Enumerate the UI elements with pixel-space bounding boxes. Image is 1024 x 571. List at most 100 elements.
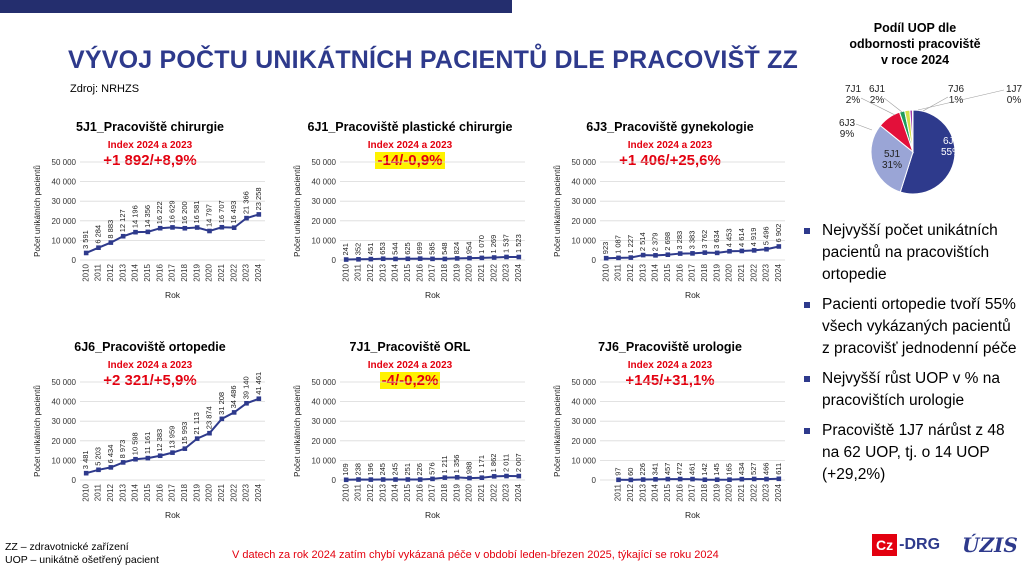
x-tick-label: 2020 <box>465 263 474 281</box>
data-label: 23 874 <box>204 406 213 429</box>
data-point <box>739 476 745 482</box>
data-point <box>145 455 151 461</box>
bullet-marker-icon <box>804 302 810 308</box>
data-label: 13 959 <box>167 426 176 449</box>
data-label: 5 496 <box>761 226 770 245</box>
pie-leader-line <box>883 97 903 113</box>
data-label: 251 <box>403 463 412 476</box>
pie-leader-line <box>922 96 949 112</box>
x-tick-label: 2010 <box>81 263 90 281</box>
data-point <box>603 255 609 261</box>
data-point <box>504 473 509 479</box>
data-label: 548 <box>440 242 449 255</box>
data-point <box>442 256 448 262</box>
x-tick-label: 2016 <box>675 263 684 281</box>
x-tick-label: 2013 <box>638 263 647 281</box>
x-tick-label: 2012 <box>626 263 635 281</box>
pie-title-line: v roce 2024 <box>880 53 950 67</box>
data-point <box>516 254 522 260</box>
data-point <box>764 476 769 482</box>
data-point <box>764 246 769 252</box>
y-tick-label: 10 000 <box>52 456 77 465</box>
data-point <box>714 477 720 483</box>
finding-item: Pacienti ortopedie tvoří 55% všech vykáz… <box>800 294 1022 360</box>
data-label: 3 634 <box>712 230 721 249</box>
data-point <box>442 475 448 480</box>
chart-change-value: +1 892/+8,9% <box>103 152 197 169</box>
data-label: 1 171 <box>477 455 486 474</box>
x-tick-label: 2024 <box>254 263 263 281</box>
chart-title: 6J1_Pracoviště plastické chirurgie <box>307 120 513 134</box>
data-point <box>356 477 361 482</box>
data-point <box>368 256 374 262</box>
x-axis-label: Rok <box>685 510 701 520</box>
data-label: 1 862 <box>489 454 498 473</box>
pie-chart-uop-share: Podíl UOP dle odbornosti pracoviště v ro… <box>820 20 1024 210</box>
data-label: 341 <box>650 463 659 476</box>
data-point <box>417 477 423 482</box>
data-label: 97 <box>613 467 622 475</box>
y-tick-label: 20 000 <box>52 437 77 446</box>
data-point <box>133 229 138 235</box>
abbreviation-zz: ZZ – zdravotnické zařízení <box>5 541 129 553</box>
x-tick-label: 2015 <box>663 483 672 501</box>
y-tick-label: 30 000 <box>312 197 337 206</box>
data-point <box>182 446 188 451</box>
chart-index-label: Index 2024 a 2023 <box>627 360 713 371</box>
x-tick-label: 2012 <box>626 483 635 501</box>
y-tick-label: 20 000 <box>312 437 337 446</box>
y-tick-label: 40 000 <box>312 178 337 187</box>
chart-change-value: -14/-0,9% <box>375 152 445 169</box>
x-tick-label: 2011 <box>354 483 363 501</box>
data-label: 585 <box>427 242 436 255</box>
data-label: 245 <box>390 463 399 476</box>
data-label: 16 222 <box>155 201 164 224</box>
x-tick-label: 2023 <box>242 263 251 281</box>
data-point <box>256 212 262 217</box>
x-tick-label: 2019 <box>452 263 461 281</box>
y-tick-label: 0 <box>72 476 77 485</box>
y-tick-label: 10 000 <box>572 236 597 245</box>
x-tick-label: 2013 <box>378 263 387 281</box>
pie-slice <box>899 109 956 195</box>
data-label: 241 <box>341 243 350 256</box>
data-label: 461 <box>687 463 696 476</box>
data-label: 39 140 <box>241 376 250 399</box>
data-point <box>616 477 621 483</box>
data-point <box>83 250 89 256</box>
pie-leader-line <box>917 89 1005 111</box>
x-tick-label: 2021 <box>737 483 746 501</box>
pie-slice-percent: 31% <box>882 160 902 171</box>
uzis-logo: ÚZIS <box>962 533 1018 557</box>
x-tick-label: 2014 <box>131 483 140 501</box>
x-tick-label: 2021 <box>217 483 226 501</box>
chart-title: 7J1_Pracoviště ORL <box>349 340 471 354</box>
finding-text: Nejvyšší růst UOP v % na pracovištích ur… <box>822 370 1001 409</box>
x-tick-label: 2016 <box>415 263 424 281</box>
pie-slice-percent: 9% <box>840 129 855 140</box>
x-tick-label: 2020 <box>205 263 214 281</box>
data-label: 611 <box>774 463 783 475</box>
data-label: 245 <box>378 463 387 476</box>
data-label: 1 227 <box>626 235 635 254</box>
data-point <box>145 229 151 235</box>
chart-change-value: -4/-0,2% <box>379 372 441 389</box>
data-label: 2 011 <box>501 454 510 472</box>
data-point <box>219 416 225 422</box>
chart-6j3-gynekologie: 6J3_Pracoviště gynekologie Index 2024 a 2… <box>550 118 790 308</box>
data-label: 34 486 <box>229 385 238 408</box>
data-label: 1 070 <box>477 235 486 254</box>
data-label: 12 383 <box>155 429 164 452</box>
bullet-marker-icon <box>804 376 810 382</box>
x-tick-label: 2017 <box>688 483 697 501</box>
chart-index-label: Index 2024 a 2023 <box>627 140 713 151</box>
x-tick-label: 2023 <box>762 483 771 501</box>
data-label: 196 <box>366 463 375 476</box>
x-tick-label: 2016 <box>675 483 684 501</box>
pie-title: Podíl UOP dle odbornosti pracoviště v ro… <box>820 20 1010 68</box>
finding-text: Pracoviště 1J7 nárůst z 48 na 62 UOP, tj… <box>822 422 1005 483</box>
x-tick-label: 2018 <box>440 263 449 281</box>
data-label: 3 481 <box>81 450 90 469</box>
